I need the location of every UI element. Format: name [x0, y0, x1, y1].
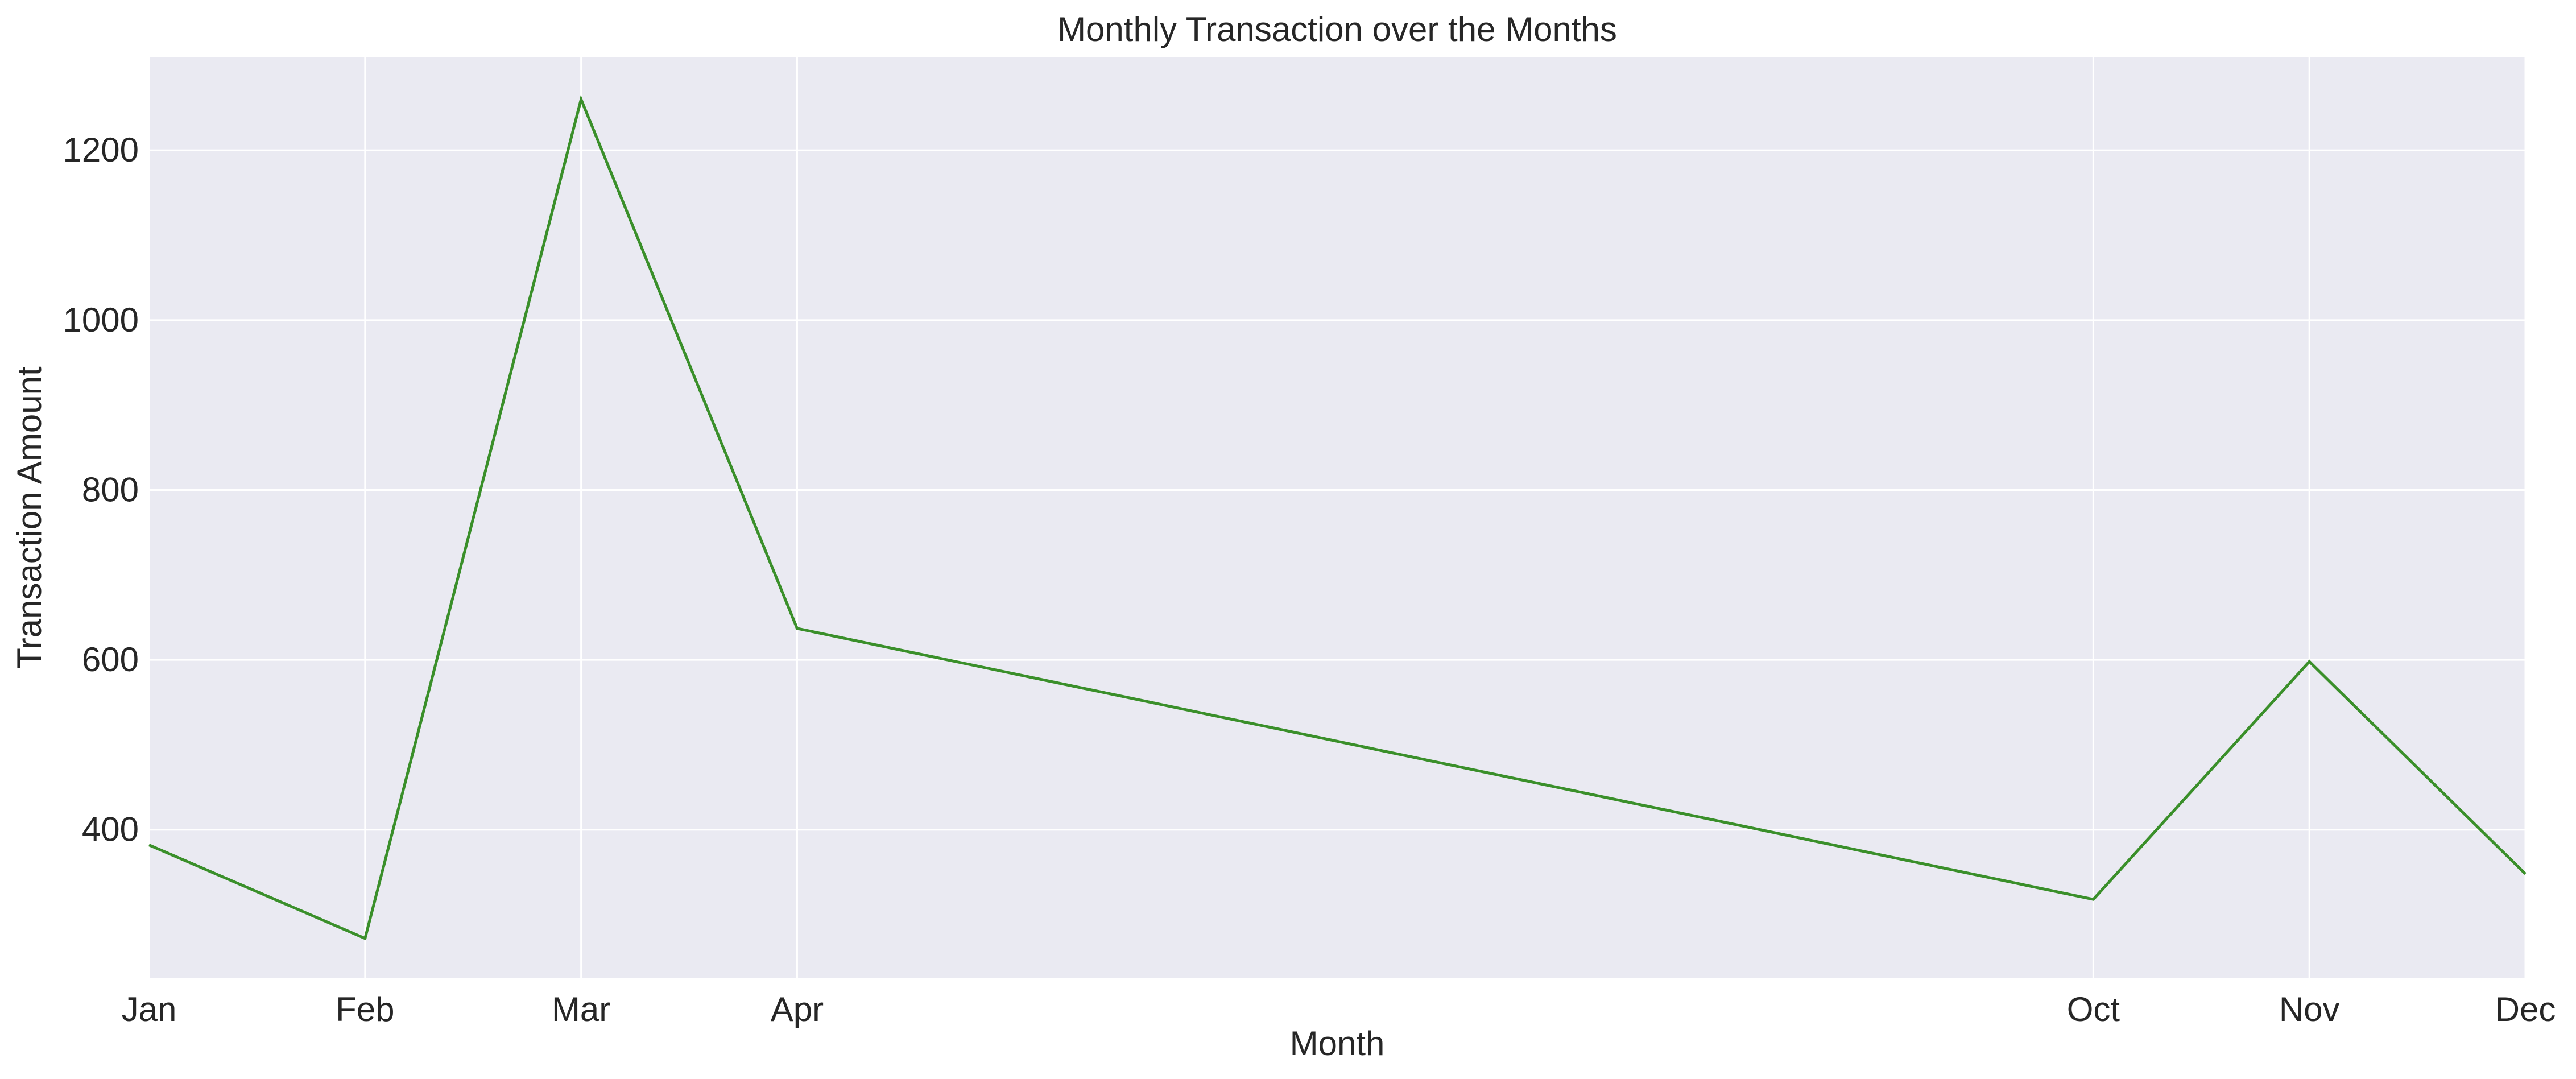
x-tick-label: Nov — [2279, 990, 2340, 1028]
y-tick-label: 1200 — [63, 131, 139, 169]
y-tick-label: 1000 — [63, 301, 139, 339]
y-tick-label: 800 — [82, 470, 139, 509]
x-axis-ticks: Jan Feb Mar Apr Oct Nov Dec — [122, 990, 2556, 1028]
y-axis-label: Transaction Amount — [10, 366, 48, 669]
y-tick-label: 600 — [82, 640, 139, 679]
x-tick-label: Oct — [2067, 990, 2120, 1028]
y-axis-ticks: 400 600 800 1000 1200 — [63, 131, 139, 848]
chart-title: Monthly Transaction over the Months — [1057, 10, 1617, 48]
y-tick-label: 400 — [82, 811, 139, 849]
series-layer — [148, 94, 2527, 941]
x-axis-label: Month — [1290, 1024, 1385, 1063]
x-tick-label: Apr — [771, 990, 824, 1028]
grid-lines — [148, 57, 2527, 978]
x-tick-label: Feb — [336, 990, 394, 1028]
plot-area — [149, 57, 2525, 978]
x-tick-label: Jan — [122, 990, 177, 1028]
series-line — [148, 94, 2527, 941]
x-tick-label: Dec — [2495, 990, 2556, 1028]
x-tick-label: Mar — [552, 990, 610, 1028]
